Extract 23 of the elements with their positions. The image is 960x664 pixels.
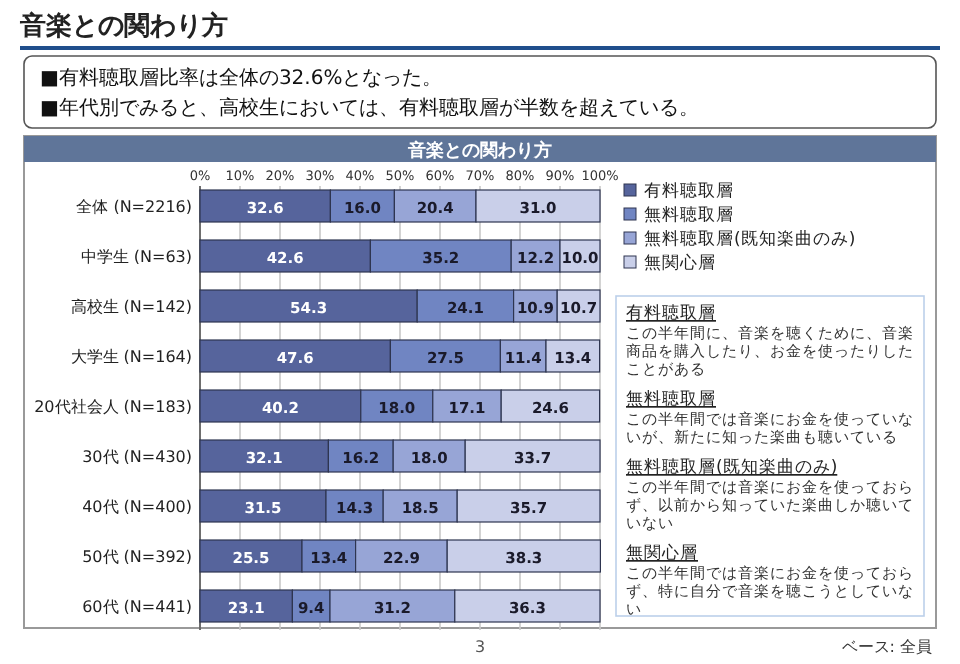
chart-title: 音楽との関わり方	[18, 10, 228, 42]
y-tick-label: 60代 (N=441)	[82, 598, 192, 616]
y-tick-label: 20代社会人 (N=183)	[34, 398, 192, 416]
y-tick-label: 全体 (N=2216)	[76, 198, 192, 216]
legend-label: 無料聴取層	[644, 204, 734, 226]
text: ■有料聴取層比率は全体の32.6%となった。	[40, 66, 443, 90]
text: ■年代別でみると、高校生においては、有料聴取層が半数を超えている。	[40, 96, 699, 120]
y-tick-label: 50代 (N=392)	[82, 548, 192, 566]
legend-label: 無関心層	[644, 252, 716, 274]
text: 無料聴取層(既知楽曲のみ)	[626, 456, 838, 478]
y-tick-label: 30代 (N=430)	[82, 448, 192, 466]
legend-label: 無料聴取層(既知楽曲のみ)	[644, 228, 856, 250]
text: 3	[474, 638, 486, 656]
y-tick-label: 大学生 (N=164)	[70, 348, 192, 366]
legend-label: 有料聴取層	[644, 180, 734, 202]
y-tick-label: 高校生 (N=142)	[70, 298, 192, 316]
chart-subtitle: 音楽との関わり方	[406, 140, 552, 162]
y-tick-label: 40代 (N=400)	[82, 498, 192, 516]
text: ベース: 全員	[841, 638, 932, 656]
text: 有料聴取層	[626, 302, 716, 324]
y-tick-label: 中学生 (N=63)	[80, 248, 192, 266]
text: 無関心層	[626, 542, 698, 564]
text: 無料聴取層	[626, 388, 716, 410]
